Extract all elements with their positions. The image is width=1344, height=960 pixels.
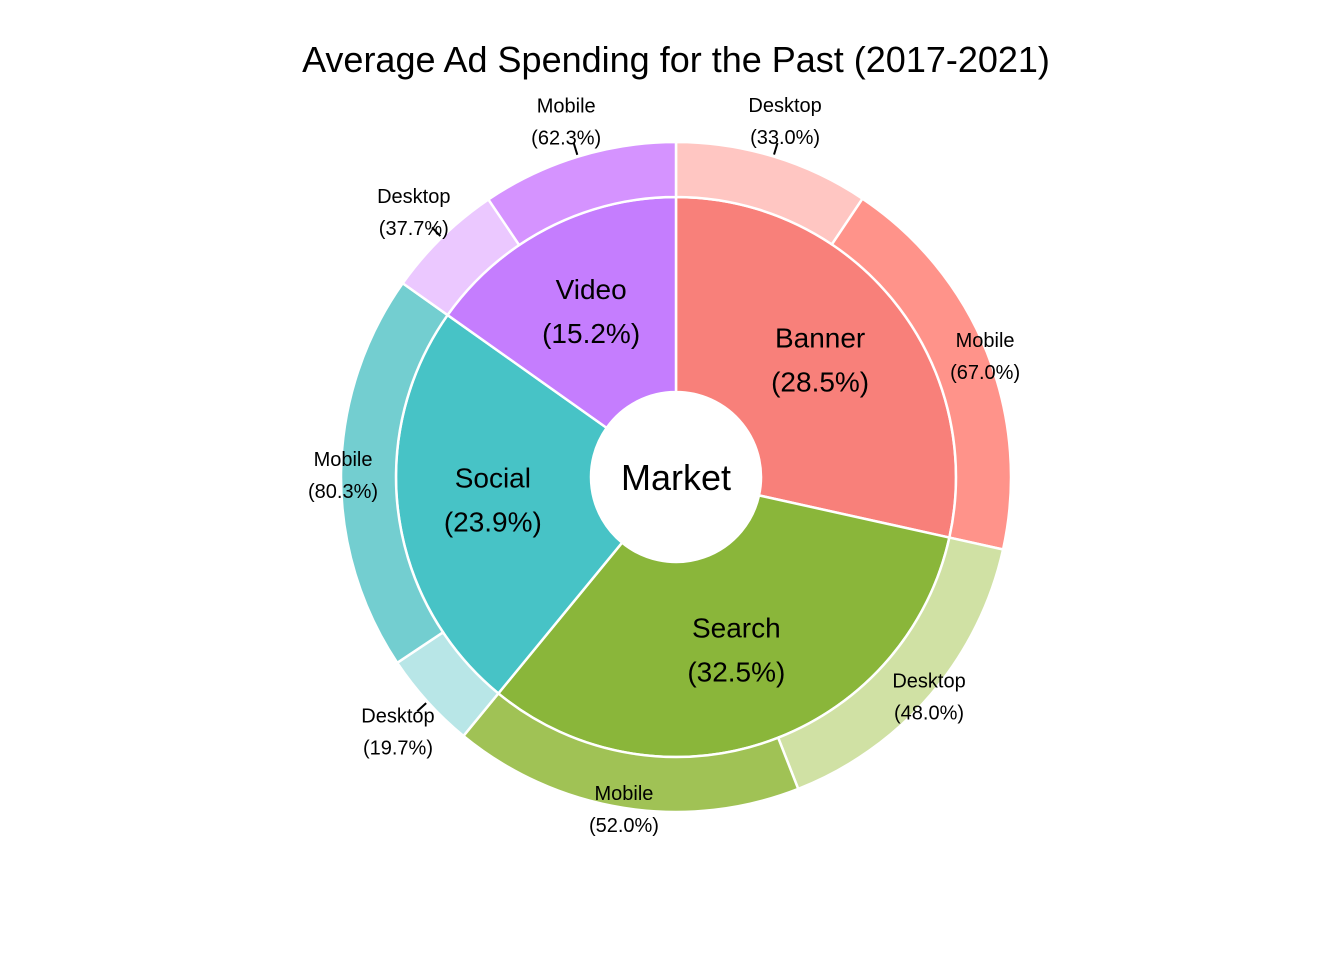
outer-percent-video-mobile: (62.3%): [531, 127, 601, 149]
inner-label-search: Search: [692, 613, 781, 644]
outer-labels: Desktop (33.0%) Mobile (67.0%) Desktop (48.0%…: [308, 95, 1020, 837]
outer-percent-banner-desktop: (33.0%): [750, 127, 820, 149]
outer-label-banner-desktop: Desktop: [748, 95, 821, 117]
leader-lines: [416, 142, 779, 712]
outer-label-social-mobile: Mobile: [314, 449, 373, 471]
outer-ring: [339, 140, 1013, 814]
inner-percent-social: (23.9%): [444, 507, 542, 538]
outer-label-search-mobile: Mobile: [594, 783, 653, 805]
inner-labels: Banner (28.5%) Search (32.5%) Social (23.9%) V…: [444, 274, 869, 688]
inner-label-video: Video: [556, 274, 627, 305]
outer-percent-social-mobile: (80.3%): [308, 481, 378, 503]
inner-label-banner: Banner: [775, 322, 865, 353]
center-hole: [591, 392, 761, 562]
leader-line-banner-desktop: [773, 142, 779, 155]
inner-percent-banner: (28.5%): [771, 366, 869, 397]
outer-percent-banner-mobile: (67.0%): [950, 362, 1020, 384]
outer-label-video-desktop: Desktop: [377, 186, 450, 208]
outer-label-banner-mobile: Mobile: [956, 330, 1015, 352]
outer-label-search-desktop: Desktop: [892, 670, 965, 692]
inner-label-social: Social: [455, 463, 531, 494]
outer-percent-video-desktop: (37.7%): [379, 218, 449, 240]
outer-percent-social-desktop: (19.7%): [363, 738, 433, 760]
leader-line-social-desktop: [416, 702, 427, 712]
outer-slice-video-mobile: [486, 140, 678, 247]
outer-label-social-desktop: Desktop: [361, 706, 434, 728]
chart-title: Average Ad Spending for the Past (2017-2…: [302, 39, 1050, 80]
inner-percent-search: (32.5%): [687, 657, 785, 688]
outer-percent-search-desktop: (48.0%): [894, 702, 964, 724]
leader-line-video-mobile: [572, 143, 579, 156]
center-label: Market: [621, 457, 731, 498]
inner-percent-video: (15.2%): [542, 318, 640, 349]
leader-line-video-desktop: [431, 226, 442, 237]
outer-percent-search-mobile: (52.0%): [589, 815, 659, 837]
outer-label-video-mobile: Mobile: [537, 95, 596, 117]
inner-ring: [394, 195, 958, 759]
